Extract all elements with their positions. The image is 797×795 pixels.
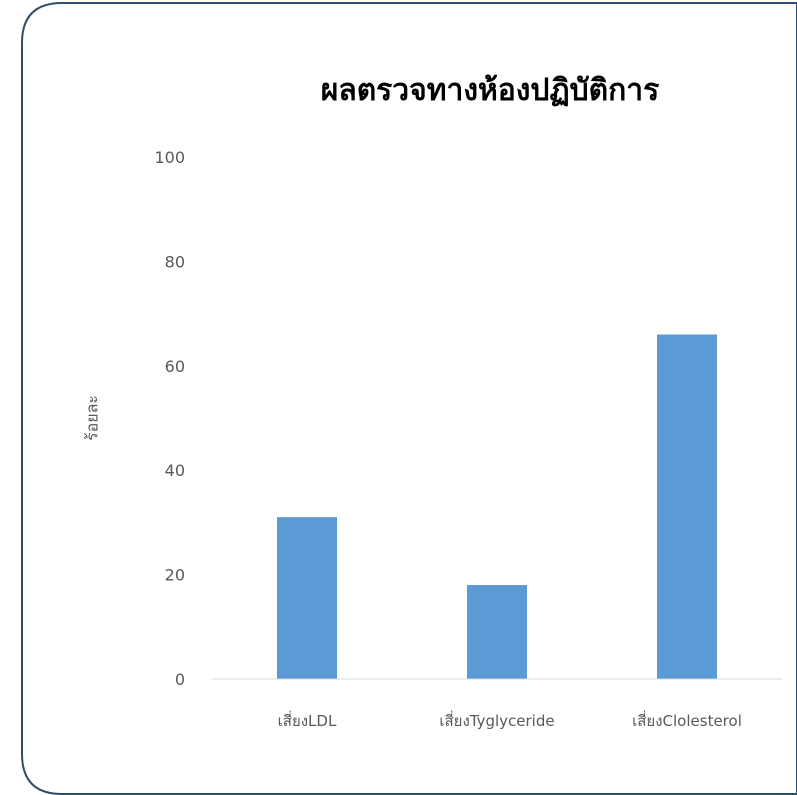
chart-border — [21, 2, 797, 795]
bar — [657, 334, 717, 679]
y-tick-label: 0 — [175, 670, 185, 689]
y-tick-label: 60 — [165, 357, 185, 376]
x-tick-label: เสี่ยงClolesterol — [632, 710, 742, 730]
bar — [277, 517, 337, 679]
y-axis-ticks: 0 20 40 60 80 100 — [154, 148, 185, 689]
y-tick-label: 100 — [154, 148, 185, 167]
chart-title: ผลตรวจทางห้องปฏิบัติการ — [321, 73, 660, 108]
x-tick-label: เสี่ยงTyglyceride — [439, 710, 554, 730]
x-tick-label: เสี่ยงLDL — [278, 710, 337, 730]
bars — [277, 334, 717, 679]
y-axis-label: ร้อยละ — [83, 395, 102, 441]
y-tick-label: 80 — [165, 252, 185, 271]
x-axis-ticks: เสี่ยงLDL เสี่ยงTyglyceride เสี่ยงCloleste… — [278, 710, 742, 730]
y-tick-label: 40 — [165, 461, 185, 480]
bar — [467, 585, 527, 679]
y-tick-label: 20 — [165, 566, 185, 585]
